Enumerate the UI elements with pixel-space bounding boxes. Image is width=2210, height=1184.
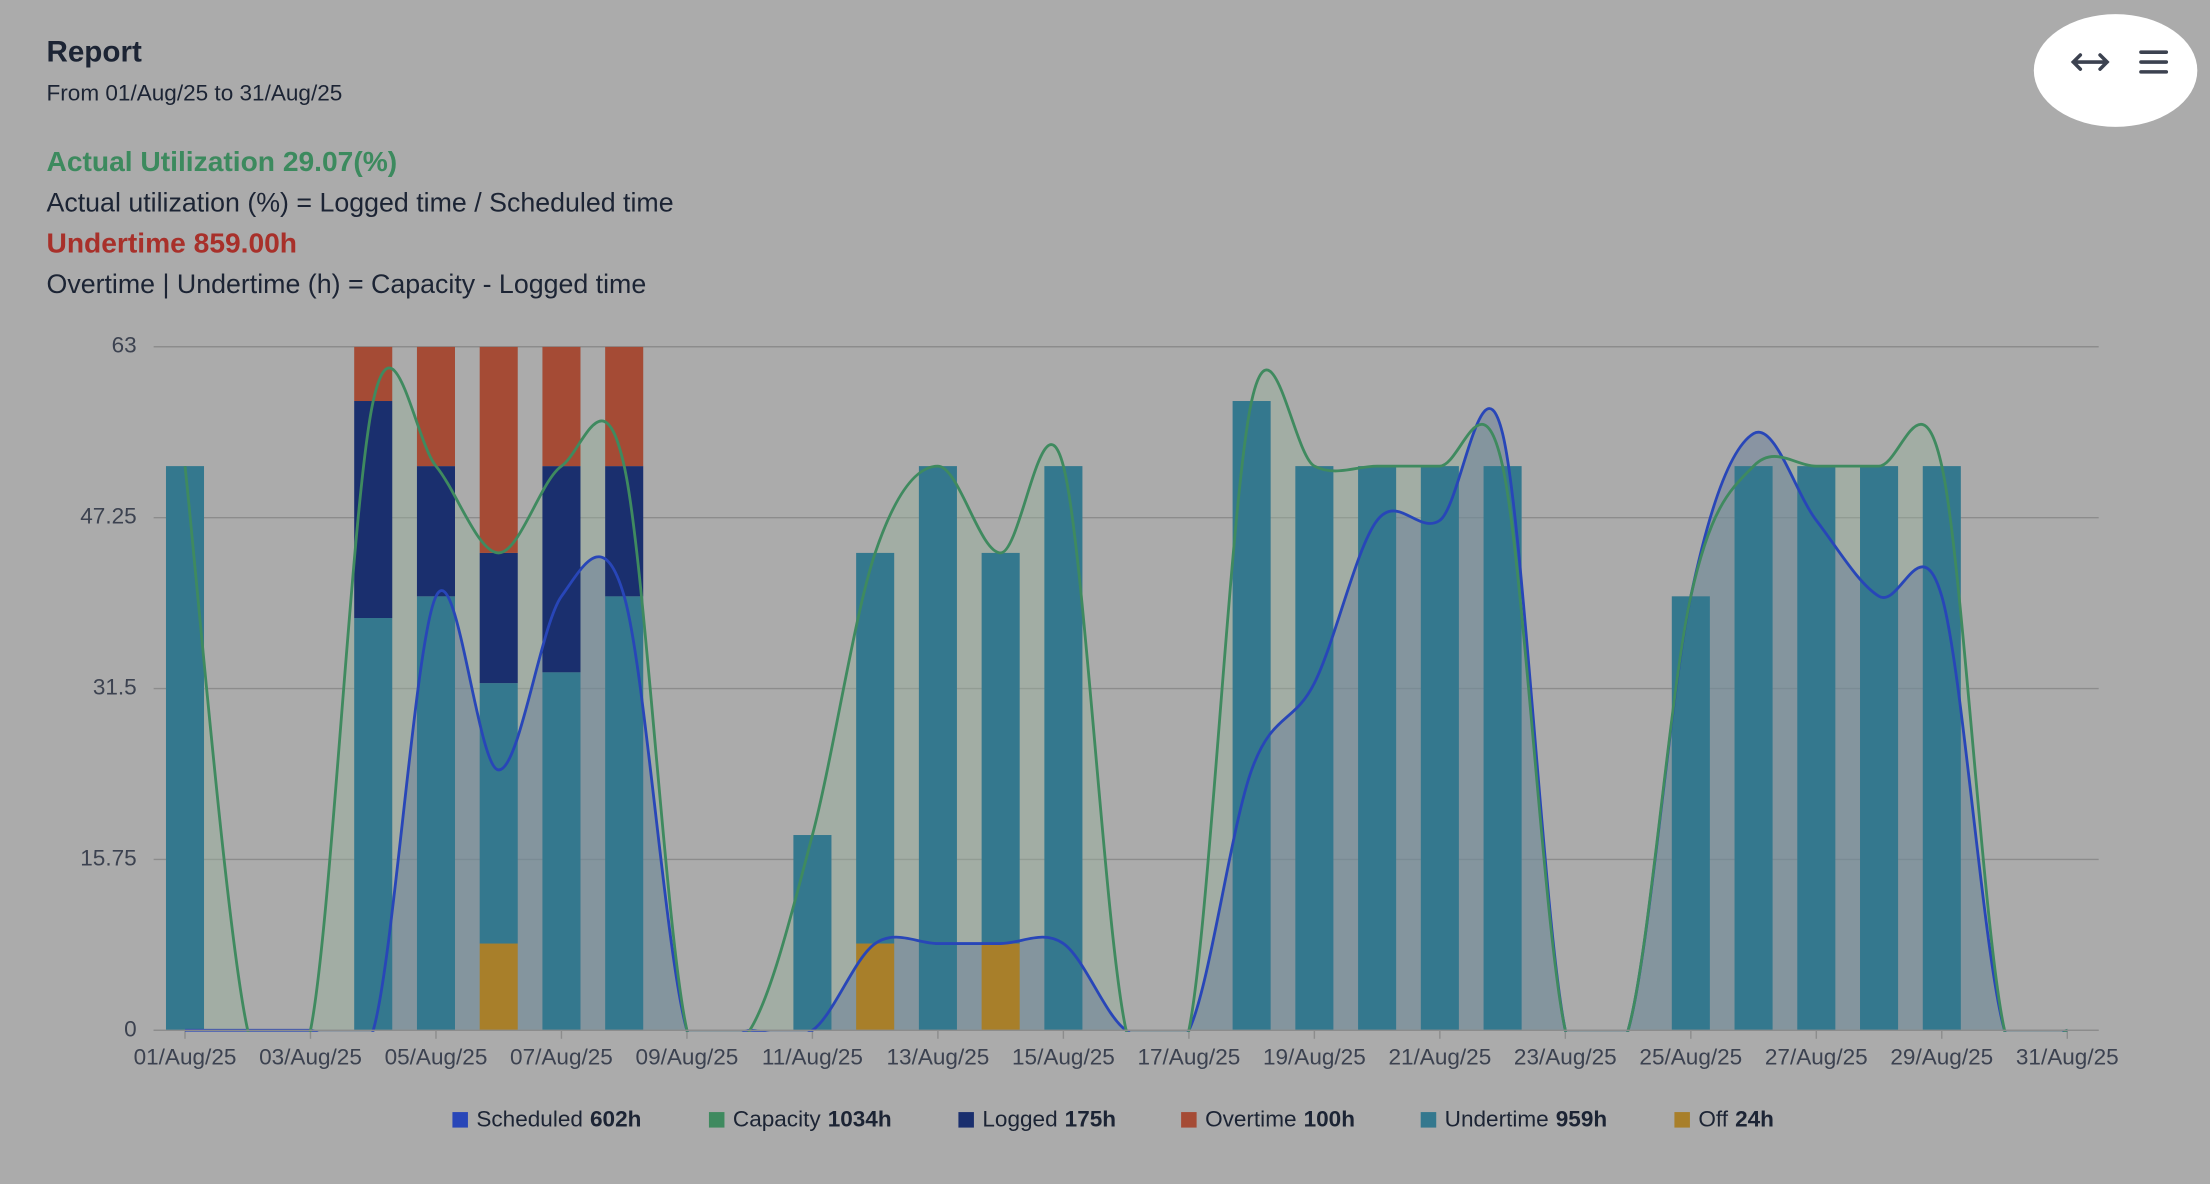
x-tick-label: 27/Aug/25	[1765, 1044, 1868, 1069]
bar	[605, 346, 644, 467]
legend-entry: Logged 175h	[982, 1106, 1116, 1131]
bar	[981, 943, 1020, 1031]
bar	[605, 466, 644, 597]
x-tick-label: 25/Aug/25	[1639, 1044, 1742, 1069]
bar	[165, 466, 205, 1031]
y-tick-label: 0	[124, 1016, 137, 1041]
area	[185, 368, 2068, 1032]
legend-name: Off	[1698, 1106, 1728, 1131]
toolbar-background	[2033, 14, 2198, 127]
bar	[479, 683, 518, 944]
bar	[354, 346, 393, 402]
legend-swatch	[1420, 1112, 1437, 1128]
bar	[1358, 466, 1397, 1031]
x-tick-label: 07/Aug/25	[510, 1044, 613, 1069]
bar	[479, 552, 518, 684]
bar	[793, 835, 832, 1031]
undertime: Undertime 859.00h	[47, 227, 298, 259]
x-tick-label: 03/Aug/25	[259, 1044, 362, 1069]
report-subtitle: From 01/Aug/25 to 31/Aug/25	[47, 80, 343, 105]
y-tick-label: 31.5	[93, 674, 137, 699]
legend-total: 100h	[1304, 1106, 1355, 1131]
bar	[1734, 466, 1773, 1031]
legend-name: Scheduled	[476, 1106, 583, 1131]
bar	[479, 346, 518, 553]
zoom-toggle[interactable]	[2070, 53, 2110, 71]
legend-name: Logged	[982, 1106, 1057, 1131]
legend-total: 24h	[1735, 1106, 1774, 1131]
legend-total: 175h	[1065, 1106, 1116, 1131]
legend-swatch	[708, 1112, 725, 1128]
line	[183, 366, 2068, 1032]
utilization-formula: Actual utilization (%) = Logged time / S…	[47, 187, 674, 217]
bar	[1671, 596, 1710, 1031]
legend-total: 1034h	[828, 1106, 892, 1131]
legend-entry: Overtime 100h	[1205, 1106, 1355, 1131]
x-tick-label: 21/Aug/25	[1388, 1044, 1491, 1069]
legend-swatch	[1181, 1112, 1197, 1128]
bar	[981, 552, 1020, 944]
bar	[1295, 466, 1334, 1031]
x-tick-label: 19/Aug/25	[1263, 1044, 1366, 1069]
x-tick-label: 29/Aug/25	[1890, 1044, 1993, 1069]
line	[185, 407, 2068, 1032]
legend-total: 602h	[590, 1106, 641, 1131]
x-tick-label: 05/Aug/25	[385, 1044, 488, 1069]
x-tick-label: 31/Aug/25	[2016, 1044, 2119, 1069]
legend-name: Overtime	[1205, 1106, 1296, 1131]
toolbar	[2033, 14, 2198, 127]
bar	[416, 346, 455, 467]
legend-swatch	[1674, 1112, 1690, 1128]
x-tick-label: 17/Aug/25	[1137, 1044, 1240, 1069]
y-tick-label: 63	[112, 333, 137, 358]
bar	[1420, 466, 1459, 1031]
area	[185, 408, 2068, 1032]
bar	[479, 943, 518, 1031]
bar	[542, 672, 581, 1031]
legend-total: 959h	[1556, 1106, 1607, 1131]
bar	[856, 552, 895, 944]
bar	[416, 596, 455, 1031]
x-tick-label: 15/Aug/25	[1012, 1044, 1115, 1069]
bar	[542, 466, 581, 673]
y-tick-label: 47.25	[80, 504, 136, 529]
bar	[542, 346, 581, 467]
menu-button[interactable]	[2139, 50, 2169, 74]
legend-entry: Undertime 959h	[1445, 1106, 1607, 1131]
legend-entry: Off 24h	[1698, 1106, 1774, 1131]
utilization: Actual Utilization 29.07(%)	[47, 145, 398, 177]
legend-name: Undertime	[1445, 1106, 1549, 1131]
legend-entry: Capacity 1034h	[733, 1106, 892, 1131]
y-tick-label: 15.75	[80, 845, 136, 870]
x-tick-label: 11/Aug/25	[762, 1044, 863, 1069]
x-tick-label: 01/Aug/25	[134, 1044, 237, 1069]
legend-name: Capacity	[733, 1106, 821, 1131]
x-tick-label: 13/Aug/25	[887, 1044, 990, 1069]
plot-area	[165, 346, 2068, 1032]
bar	[1797, 466, 1836, 1031]
undertime-formula: Overtime | Undertime (h) = Capacity - Lo…	[47, 269, 647, 299]
x-tick-label: 23/Aug/25	[1514, 1044, 1617, 1069]
legend-swatch	[958, 1112, 974, 1128]
report-title: Report	[47, 35, 142, 68]
bar	[354, 401, 393, 619]
bar	[1860, 466, 1899, 1031]
bar	[354, 618, 393, 1031]
bar	[918, 466, 957, 1031]
legend-entry: Scheduled 602h	[476, 1106, 641, 1131]
bar	[1044, 466, 1083, 1031]
legend-swatch	[452, 1112, 468, 1128]
x-tick-label: 09/Aug/25	[636, 1044, 739, 1069]
